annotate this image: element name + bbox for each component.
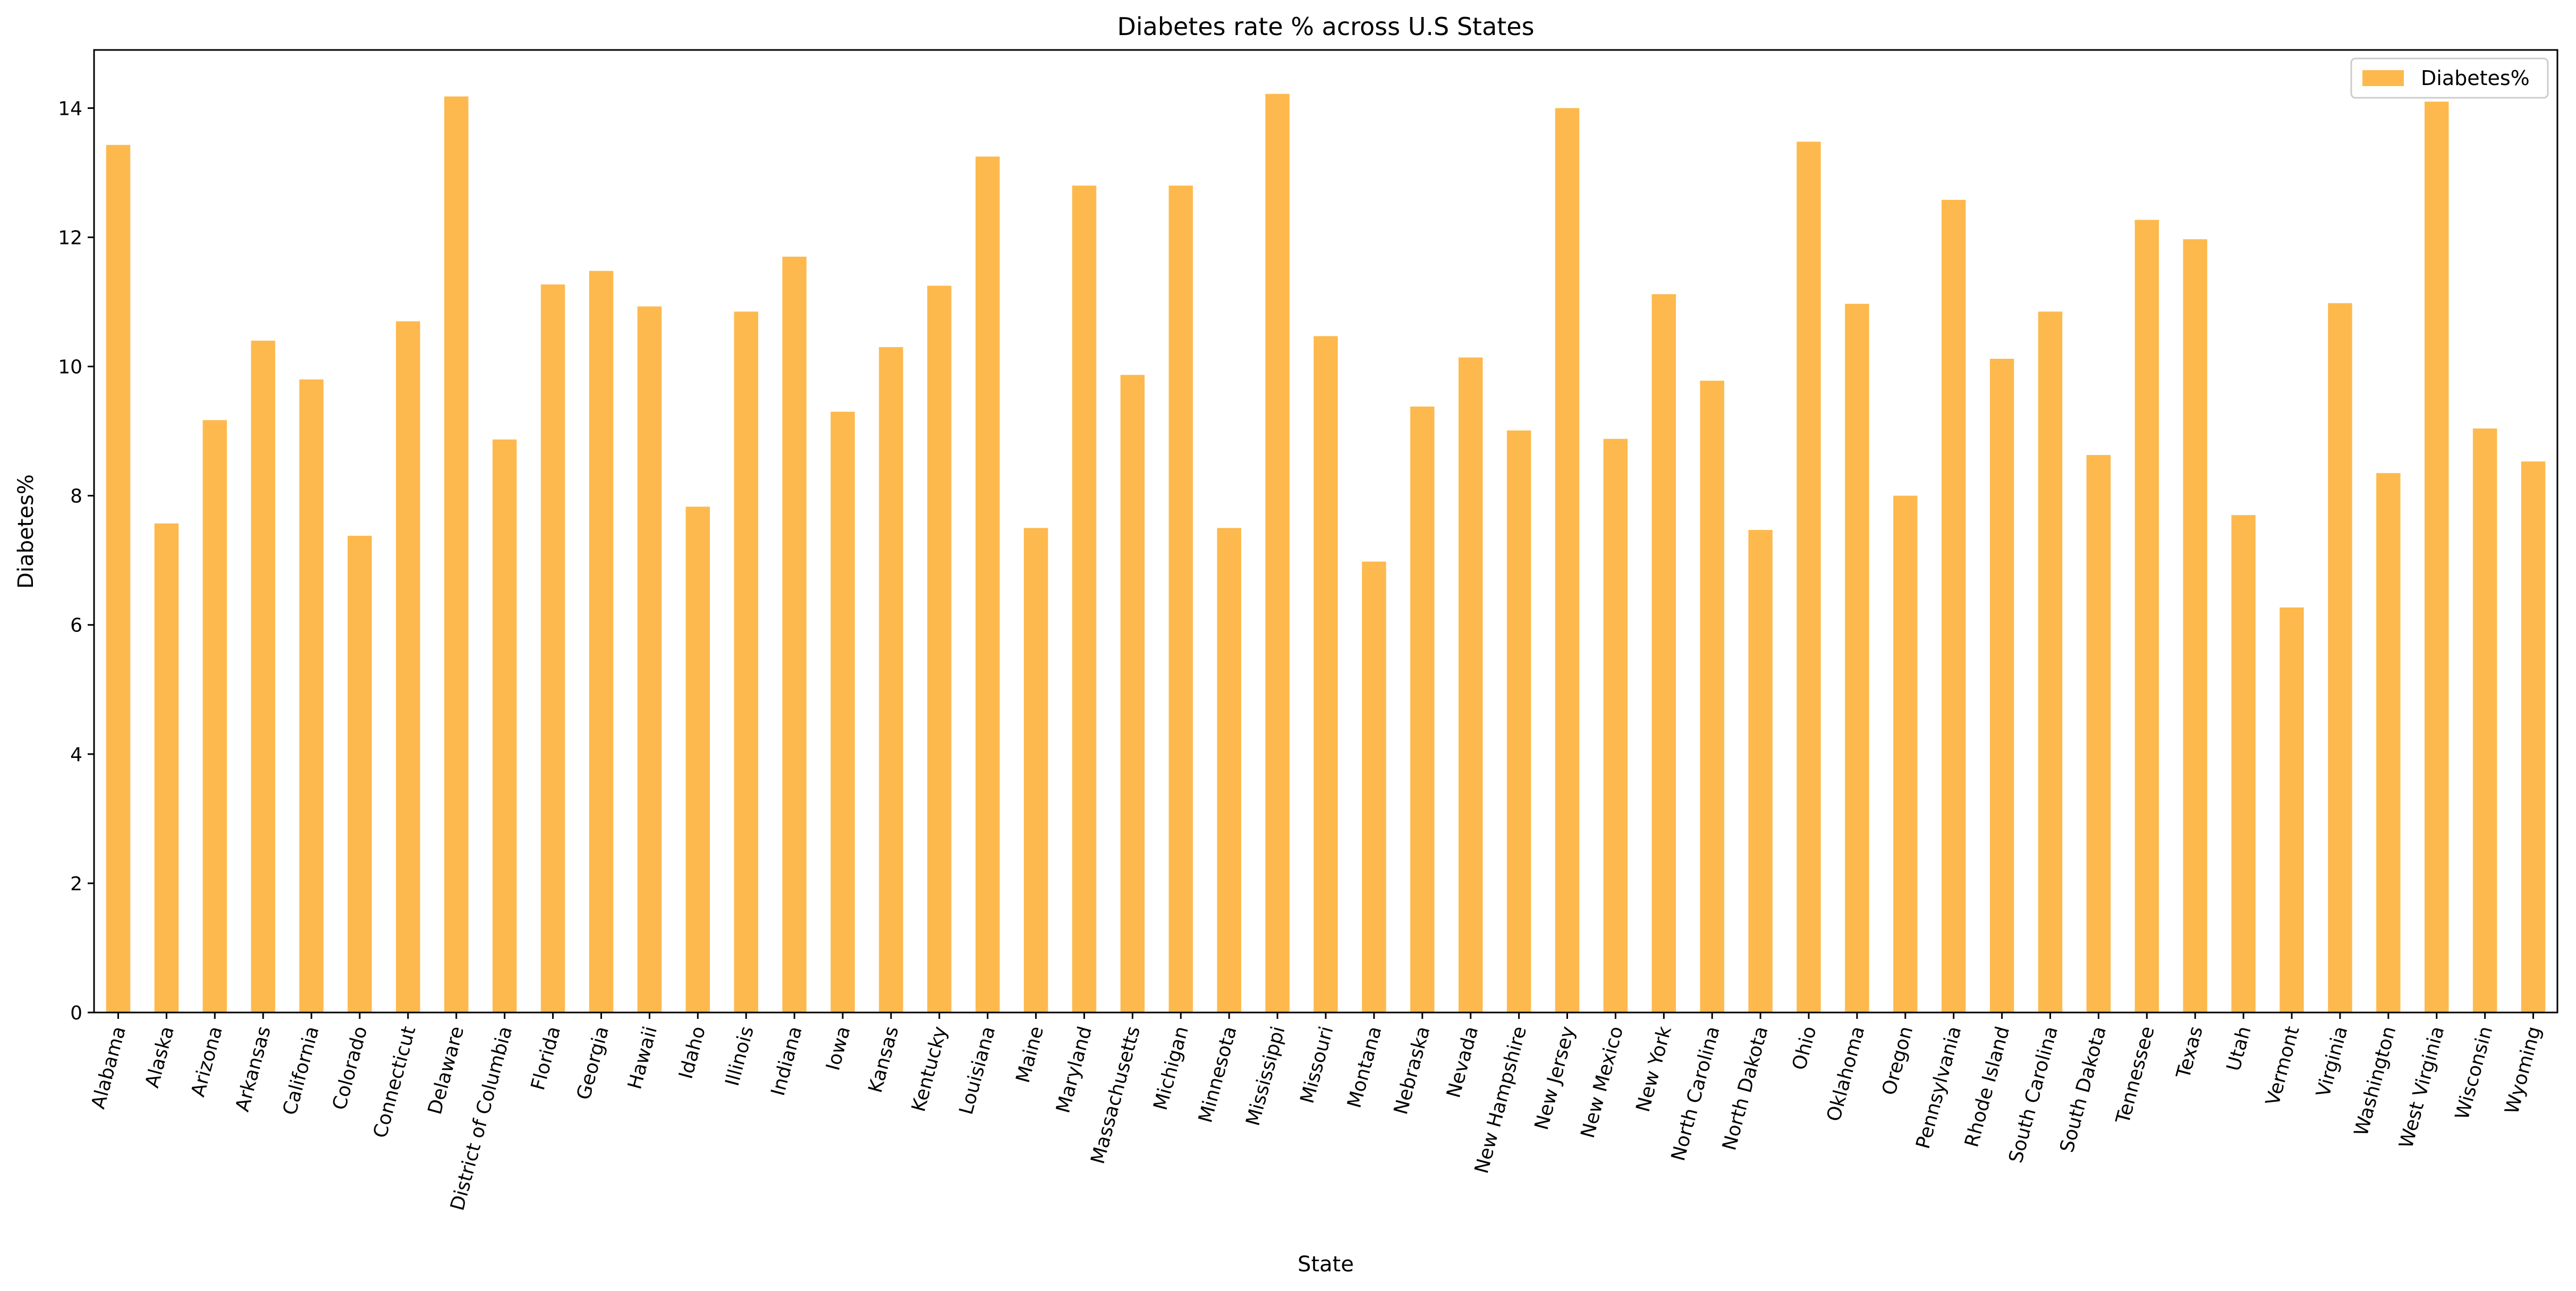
bar <box>1168 185 1193 1012</box>
y-axis-label: Diabetes% <box>14 474 38 589</box>
bar <box>831 411 855 1012</box>
bar <box>2328 303 2352 1013</box>
bar <box>1120 375 1145 1012</box>
bar <box>2086 455 2111 1012</box>
bar <box>1362 561 1386 1012</box>
bar <box>540 284 565 1013</box>
y-tick-label: 10 <box>58 357 82 378</box>
bars-group <box>106 94 2546 1013</box>
bar <box>2472 428 2497 1012</box>
bar <box>1845 303 1869 1013</box>
bar <box>106 145 131 1012</box>
bar <box>1942 199 1966 1013</box>
bar <box>637 306 662 1012</box>
bar <box>251 340 275 1013</box>
bar <box>1217 528 1241 1012</box>
bar <box>1555 108 1580 1012</box>
legend-label: Diabetes% <box>2421 66 2530 90</box>
y-tick-label: 0 <box>70 1002 82 1024</box>
bar <box>2183 239 2207 1012</box>
bar <box>1989 358 2014 1012</box>
plot-frame <box>93 49 2558 1014</box>
bar <box>975 156 1000 1012</box>
y-tick-label: 2 <box>70 873 82 895</box>
bar <box>2134 220 2159 1012</box>
bar <box>2038 311 2063 1012</box>
bar <box>685 507 710 1012</box>
bar <box>1410 406 1435 1013</box>
bar <box>1506 430 1531 1012</box>
y-tick-label: 4 <box>70 744 82 766</box>
bar <box>348 536 372 1012</box>
bar <box>154 523 179 1012</box>
bar <box>444 96 469 1012</box>
bar <box>1651 294 1676 1013</box>
bar <box>2231 515 2256 1012</box>
bar <box>1893 495 1918 1012</box>
bar <box>202 420 227 1013</box>
bar <box>734 311 758 1012</box>
y-tick-label: 12 <box>58 227 82 249</box>
bar <box>2376 473 2401 1012</box>
bar <box>1797 141 1821 1013</box>
bar <box>2521 461 2546 1012</box>
bar <box>1314 336 1338 1013</box>
legend-box <box>2350 57 2549 99</box>
legend-swatch <box>2362 70 2404 86</box>
bar <box>2425 102 2449 1013</box>
legend: Diabetes% <box>2350 57 2549 99</box>
bar <box>1748 530 1773 1012</box>
bar <box>1458 357 1483 1012</box>
bar <box>879 347 903 1012</box>
bar <box>589 271 614 1013</box>
x-axis-label: State <box>1298 1252 1354 1277</box>
y-axis: 0 2 4 6 8 10 12 14 <box>58 98 94 1024</box>
bar <box>1265 94 1290 1012</box>
bar <box>782 256 807 1013</box>
bar <box>299 379 324 1012</box>
bar <box>2280 607 2304 1012</box>
bar <box>492 439 517 1013</box>
y-tick-label: 14 <box>58 98 82 120</box>
bar <box>1700 381 1724 1012</box>
bar <box>1603 438 1628 1013</box>
bar <box>927 285 952 1012</box>
y-tick-label: 6 <box>70 615 82 637</box>
bar <box>1023 528 1048 1012</box>
y-tick-label: 8 <box>70 486 82 508</box>
bar <box>396 321 420 1012</box>
bar <box>1072 185 1097 1012</box>
chart-title: Diabetes rate % across U.S States <box>1117 12 1534 41</box>
